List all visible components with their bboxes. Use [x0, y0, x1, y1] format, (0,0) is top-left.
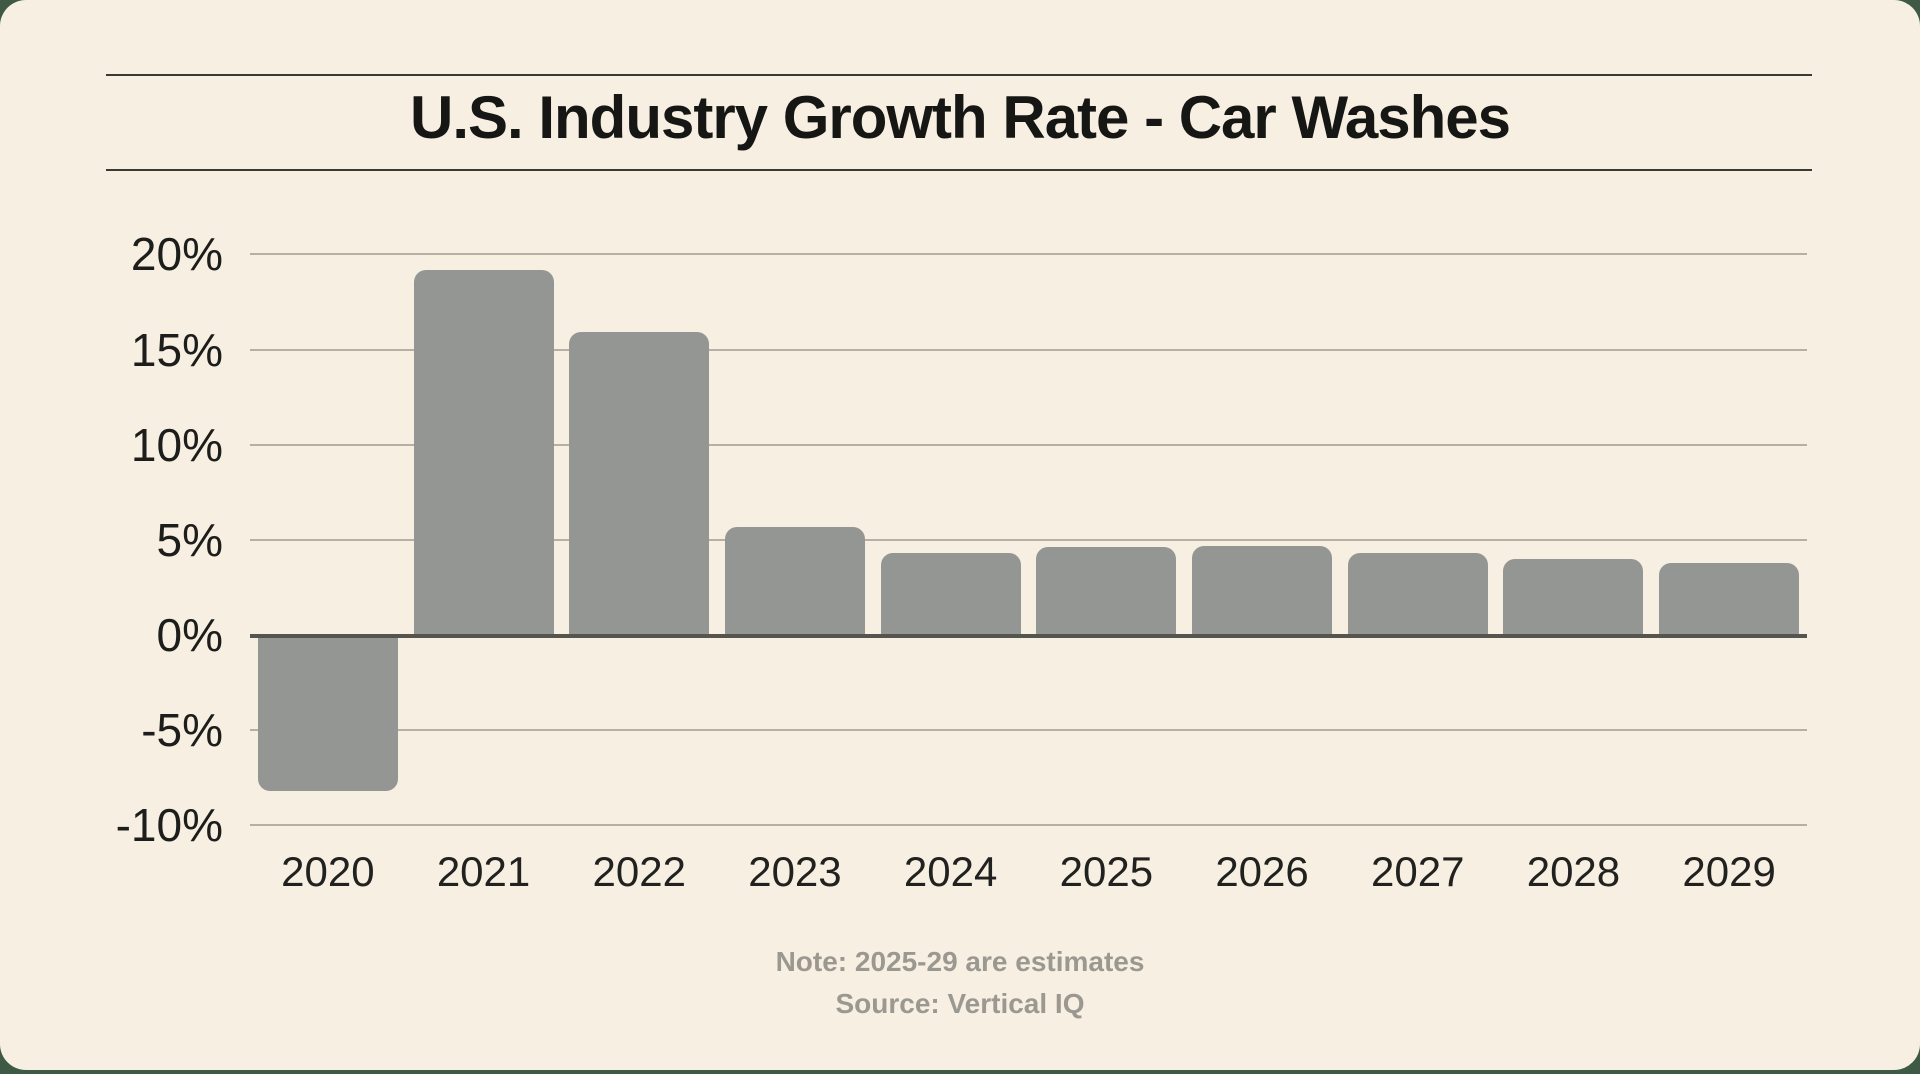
bar-2025 [1036, 547, 1177, 635]
gridline-10% [250, 443, 1807, 446]
x-axis-label-2025: 2025 [1059, 848, 1154, 895]
y-axis-label-20%: 20% [130, 228, 223, 281]
bar-2027 [1347, 553, 1488, 635]
gridline-15% [250, 348, 1807, 351]
gridline--10% [250, 824, 1807, 827]
x-axis-label-2027: 2027 [1371, 848, 1465, 895]
zero-axis-line [250, 634, 1807, 638]
chart-note: Note: 2025-29 are estimates [775, 946, 1145, 977]
bar-2024 [880, 553, 1021, 635]
bar-2022 [569, 332, 710, 635]
y-axis-label-5%: 5% [156, 513, 223, 566]
x-axis-label-2023: 2023 [748, 848, 842, 895]
x-axis-label-2022: 2022 [592, 848, 686, 895]
gridline-5% [250, 538, 1807, 541]
bar-2028 [1503, 558, 1644, 635]
x-axis-label-2024: 2024 [903, 848, 998, 895]
x-axis-label-2029: 2029 [1682, 848, 1776, 895]
gridline--5% [250, 729, 1807, 732]
gridline-20% [250, 253, 1807, 256]
chart-title: U.S. Industry Growth Rate - Car Washes [410, 84, 1511, 151]
bar-2021 [413, 269, 554, 635]
bar-2029 [1659, 562, 1800, 635]
chart-source: Source: Vertical IQ [835, 988, 1085, 1019]
x-axis-label-2028: 2028 [1526, 848, 1621, 895]
y-axis-label-0%: 0% [156, 609, 223, 661]
y-axis-label--5%: -5% [141, 704, 223, 757]
title-bottom-rule [106, 169, 1812, 171]
bar-2026 [1192, 545, 1333, 635]
y-axis-label--10%: -10% [115, 799, 223, 852]
title-top-rule [106, 74, 1812, 76]
y-axis-label-10%: 10% [130, 418, 223, 471]
x-axis-label-2020: 2020 [281, 848, 375, 895]
x-axis-label-2021: 2021 [436, 848, 531, 895]
y-axis-label-15%: 15% [130, 323, 223, 376]
bar-2020 [257, 635, 398, 792]
bar-2023 [724, 526, 865, 635]
x-axis-label-2026: 2026 [1215, 848, 1309, 895]
